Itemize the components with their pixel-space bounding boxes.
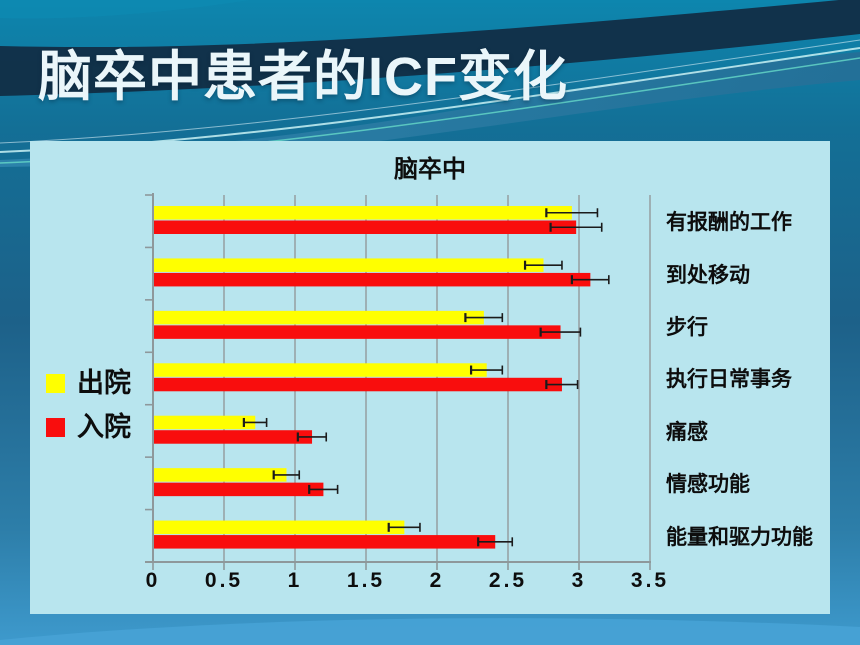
bar-admission-row6 — [153, 535, 496, 549]
category-label-pain: 痛感 — [666, 420, 708, 444]
legend-swatch-admission — [46, 417, 65, 437]
bar-admission-row2 — [153, 325, 561, 339]
category-labels: 有报酬的工作 到处移动 步行 执行日常事务 痛感 情感功能 能量和驱力功能 — [666, 195, 836, 562]
teal-top-cap — [0, 0, 250, 19]
x-tick-label-1-5: 1.5 — [346, 569, 386, 592]
bar-discharge-row1 — [153, 258, 544, 272]
bar-discharge-row5 — [153, 468, 287, 482]
bar-admission-row0 — [153, 220, 577, 234]
bar-discharge-row6 — [153, 520, 405, 535]
category-label-moving-around: 到处移动 — [666, 263, 750, 287]
legend-item-admission: 入院 — [46, 412, 131, 442]
legend: 出院 入院 — [46, 368, 131, 456]
bar-admission-row5 — [153, 482, 324, 497]
x-tick-label-2: 2 — [429, 569, 445, 592]
x-tick-label-0-5: 0.5 — [204, 569, 244, 592]
legend-swatch-discharge — [46, 373, 65, 393]
x-tick-label-3-5: 3.5 — [630, 569, 670, 592]
x-axis-labels: 0 0.5 1 1.5 2 2.5 3 3.5 — [146, 569, 666, 599]
chart-title: 脑卒中 — [394, 156, 466, 183]
bar-discharge-row4 — [153, 415, 256, 430]
light-wave-band — [0, 52, 860, 167]
bar-discharge-row3 — [153, 363, 487, 377]
bar-admission-row1 — [153, 272, 591, 287]
bar-admission-row3 — [153, 377, 562, 392]
category-label-walking: 步行 — [666, 316, 708, 340]
navy-wave-band — [0, 0, 860, 96]
bar-discharge-row2 — [153, 310, 484, 325]
x-tick-label-1: 1 — [287, 569, 303, 592]
bottom-wave-band — [0, 618, 860, 645]
slide-title: 脑卒中患者的ICF变化 — [38, 47, 568, 107]
category-label-paid-work: 有报酬的工作 — [666, 211, 792, 235]
category-label-energy-drive: 能量和驱力功能 — [666, 525, 813, 549]
x-tick-label-2-5: 2.5 — [488, 569, 528, 592]
legend-label-admission: 入院 — [77, 411, 131, 442]
category-label-emotional-functions: 情感功能 — [666, 473, 750, 497]
highlight-curve-3 — [0, 39, 860, 144]
legend-label-discharge: 出院 — [77, 367, 131, 398]
bar-admission-row4 — [153, 430, 313, 444]
x-tick-label-3: 3 — [571, 569, 587, 592]
x-tick-label-0: 0 — [145, 569, 161, 592]
bar-chart-svg — [145, 193, 651, 570]
legend-item-discharge: 出院 — [46, 368, 131, 398]
category-label-daily-routine: 执行日常事务 — [666, 368, 792, 392]
chart-panel: 脑卒中 出院 入院 有报酬的工作 到处移动 步行 执行日常事务 痛感 情感功能 … — [30, 141, 830, 614]
bar-discharge-row0 — [153, 206, 572, 220]
